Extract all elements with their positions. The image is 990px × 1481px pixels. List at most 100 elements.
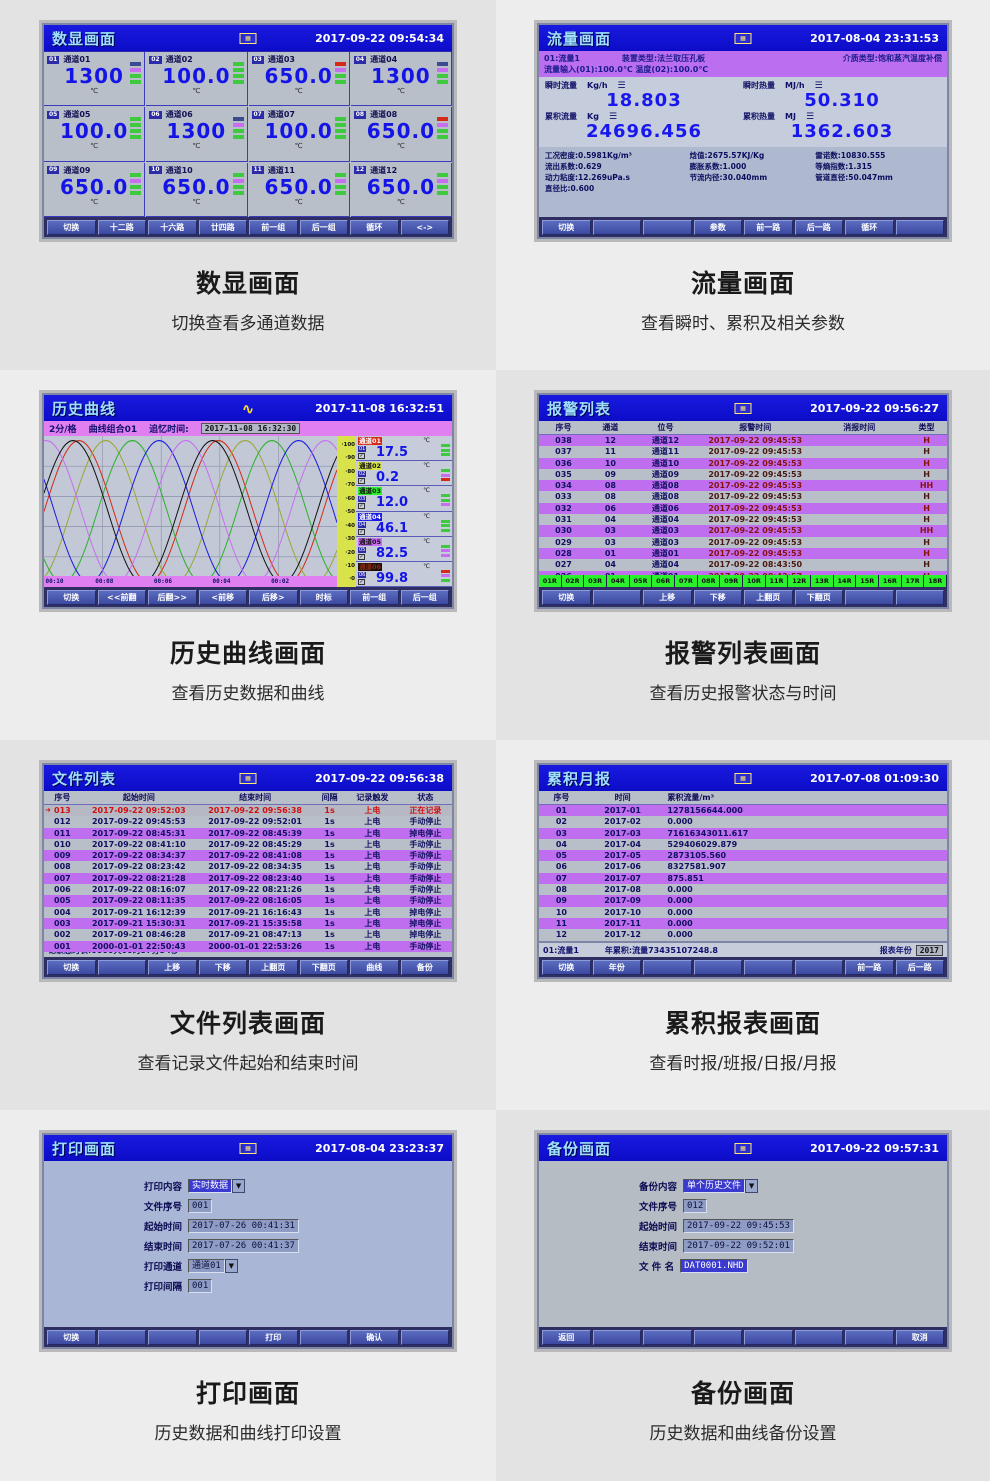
field-value[interactable]: 2017-07-26 00:41:31 bbox=[188, 1218, 299, 1233]
relay-indicator[interactable]: 05R bbox=[629, 575, 653, 587]
function-key[interactable] bbox=[592, 219, 641, 235]
function-key[interactable]: 时标 bbox=[299, 589, 348, 605]
curve-channel-item[interactable]: 通道01 01 ✓ 17.5 ℃ bbox=[356, 436, 452, 462]
table-row[interactable]: 033 08 通道08 2017-09-22 09:45:53 H bbox=[539, 491, 947, 503]
relay-indicator[interactable]: 15R bbox=[856, 575, 880, 587]
table-row[interactable]: 05 2017-05 2873105.560 bbox=[539, 850, 947, 862]
function-key[interactable]: 十六路 bbox=[148, 219, 197, 235]
function-key[interactable]: 后翻>> bbox=[148, 589, 197, 605]
channel-checkbox[interactable]: ✓ bbox=[358, 503, 365, 510]
function-key[interactable]: <<前翻 bbox=[97, 589, 146, 605]
relay-indicator[interactable]: 12R bbox=[788, 575, 812, 587]
function-key[interactable] bbox=[400, 1329, 449, 1345]
chevron-down-icon[interactable]: ▼ bbox=[232, 1178, 246, 1193]
function-key[interactable]: 下翻页 bbox=[299, 959, 348, 975]
chevron-down-icon[interactable]: ▼ bbox=[224, 1258, 238, 1273]
channel-cell[interactable]: 10 通道10 650.0 ℃ bbox=[146, 162, 248, 217]
function-key[interactable]: 下移 bbox=[198, 959, 247, 975]
field-value[interactable]: 2017-09-22 09:52:01 bbox=[683, 1238, 794, 1253]
table-row[interactable]: 02 2017-02 0.000 bbox=[539, 816, 947, 828]
function-key[interactable]: 打印 bbox=[249, 1329, 298, 1345]
relay-indicator[interactable]: 13R bbox=[811, 575, 834, 587]
function-key[interactable] bbox=[845, 589, 894, 605]
table-row[interactable]: 036 10 通道10 2017-09-22 09:45:53 H bbox=[539, 457, 947, 469]
table-row[interactable]: 037 11 通道11 2017-09-22 09:45:53 H bbox=[539, 446, 947, 458]
relay-indicator[interactable]: 11R bbox=[765, 575, 789, 587]
function-key[interactable]: 前一路 bbox=[744, 219, 793, 235]
field-value[interactable]: 单个历史文件 bbox=[683, 1178, 746, 1193]
channel-cell[interactable]: 01 通道01 1300 ℃ bbox=[44, 52, 146, 107]
table-row[interactable]: 006 2017-09-22 08:16:07 2017-09-22 08:21:2… bbox=[44, 884, 452, 896]
function-key[interactable]: 上移 bbox=[148, 959, 197, 975]
table-row[interactable]: 012 2017-09-22 09:45:53 2017-09-22 09:52:0… bbox=[44, 816, 452, 828]
table-row[interactable]: 07 2017-07 875.851 bbox=[539, 872, 947, 885]
table-row[interactable]: 038 12 通道12 2017-09-22 09:45:53 H bbox=[539, 435, 947, 447]
report-year-field[interactable]: 2017 bbox=[915, 944, 943, 956]
function-key[interactable] bbox=[592, 589, 641, 605]
channel-checkbox[interactable]: ✓ bbox=[358, 553, 365, 560]
function-key[interactable]: 后一组 bbox=[400, 589, 449, 605]
function-key[interactable]: 切换 bbox=[542, 959, 591, 975]
field-value[interactable]: 2017-09-22 09:45:53 bbox=[683, 1218, 794, 1233]
table-row[interactable]: 035 09 通道09 2017-09-22 09:45:53 H bbox=[539, 468, 947, 481]
field-value[interactable]: 2017-07-26 00:41:37 bbox=[188, 1238, 299, 1253]
relay-indicator[interactable]: 17R bbox=[901, 575, 925, 587]
channel-cell[interactable]: 06 通道06 1300 ℃ bbox=[146, 107, 248, 162]
relay-indicator[interactable]: 10R bbox=[743, 575, 766, 587]
function-key[interactable]: <-> bbox=[400, 219, 449, 235]
function-key[interactable] bbox=[845, 1329, 894, 1345]
function-key[interactable]: 上移 bbox=[643, 589, 692, 605]
channel-cell[interactable]: 12 通道12 650.0 ℃ bbox=[350, 162, 452, 217]
function-key[interactable] bbox=[97, 959, 146, 975]
function-key[interactable]: 后移> bbox=[249, 589, 298, 605]
table-row[interactable]: 003 2017-09-21 15:30:31 2017-09-21 15:35:5… bbox=[44, 917, 452, 930]
function-key[interactable] bbox=[643, 959, 692, 975]
curve-channel-item[interactable]: 通道05 05 ✓ 82.5 ℃ bbox=[356, 537, 452, 562]
table-row[interactable]: 028 01 通道01 2017-09-22 09:45:53 H bbox=[539, 547, 947, 560]
function-key[interactable] bbox=[693, 959, 742, 975]
relay-indicator[interactable]: 02R bbox=[561, 575, 585, 587]
function-key[interactable]: 曲线 bbox=[350, 959, 399, 975]
channel-checkbox[interactable]: ✓ bbox=[358, 528, 365, 535]
function-key[interactable]: 年份 bbox=[592, 959, 641, 975]
channel-cell[interactable]: 02 通道02 100.0 ℃ bbox=[146, 52, 248, 107]
relay-indicator[interactable]: 07R bbox=[675, 575, 698, 587]
relay-indicator[interactable]: 04R bbox=[607, 575, 630, 587]
table-row[interactable]: 029 03 通道03 2017-09-22 09:45:53 H bbox=[539, 536, 947, 548]
channel-cell[interactable]: 08 通道08 650.0 ℃ bbox=[350, 107, 452, 162]
function-key[interactable]: 切换 bbox=[542, 219, 591, 235]
function-key[interactable]: <前移 bbox=[198, 589, 247, 605]
table-row[interactable]: 11 2017-11 0.000 bbox=[539, 917, 947, 930]
curve-channel-item[interactable]: 通道03 03 ✓ 12.0 ℃ bbox=[356, 486, 452, 512]
function-key[interactable]: 前一路 bbox=[845, 959, 894, 975]
channel-cell[interactable]: 05 通道05 100.0 ℃ bbox=[44, 107, 146, 162]
channel-cell[interactable]: 09 通道09 650.0 ℃ bbox=[44, 162, 146, 217]
recall-time-field[interactable]: 2017-11-08 16:32:30 bbox=[200, 423, 301, 434]
function-key[interactable] bbox=[299, 1329, 348, 1345]
curve-channel-item[interactable]: 通道06 06 ✓ 99.8 ℃ bbox=[356, 562, 452, 588]
function-key[interactable] bbox=[794, 959, 843, 975]
channel-cell[interactable]: 11 通道11 650.0 ℃ bbox=[248, 162, 350, 217]
curve-channel-item[interactable]: 通道04 04 ✓ 46.1 ℃ bbox=[356, 512, 452, 537]
function-key[interactable]: 确认 bbox=[350, 1329, 399, 1345]
relay-indicator[interactable]: 16R bbox=[879, 575, 902, 587]
function-key[interactable]: 切换 bbox=[542, 589, 591, 605]
table-row[interactable]: 027 04 通道04 2017-09-22 08:43:50 H bbox=[539, 559, 947, 571]
table-row[interactable]: 031 04 通道04 2017-09-22 09:45:53 H bbox=[539, 514, 947, 526]
field-value[interactable]: 实时数据 bbox=[188, 1178, 233, 1193]
function-key[interactable]: 参数 bbox=[693, 219, 742, 235]
table-row[interactable]: 001 2000-01-01 22:50:43 2000-01-01 22:53:2… bbox=[44, 940, 452, 952]
curve-plot[interactable]: 00:10 00:08 00:06 00:04 00:02 bbox=[44, 436, 337, 587]
table-row[interactable]: 10 2017-10 0.000 bbox=[539, 906, 947, 918]
table-row[interactable]: ➜ 013 2017-09-22 09:52:03 2017-09-22 09:56:… bbox=[44, 805, 452, 817]
channel-checkbox[interactable]: ✓ bbox=[358, 478, 365, 485]
curve-channel-item[interactable]: 通道02 02 ✓ 0.2 ℃ bbox=[356, 461, 452, 487]
table-row[interactable]: 007 2017-09-22 08:21:28 2017-09-22 08:23:4… bbox=[44, 872, 452, 885]
function-key[interactable]: 返回 bbox=[542, 1329, 591, 1345]
function-key[interactable]: 后一路 bbox=[895, 959, 944, 975]
chevron-down-icon[interactable]: ▼ bbox=[745, 1178, 759, 1193]
function-key[interactable] bbox=[794, 1329, 843, 1345]
channel-cell[interactable]: 04 通道04 1300 ℃ bbox=[350, 52, 452, 107]
function-key[interactable]: 上翻页 bbox=[744, 589, 793, 605]
function-key[interactable]: 前一组 bbox=[350, 589, 399, 605]
